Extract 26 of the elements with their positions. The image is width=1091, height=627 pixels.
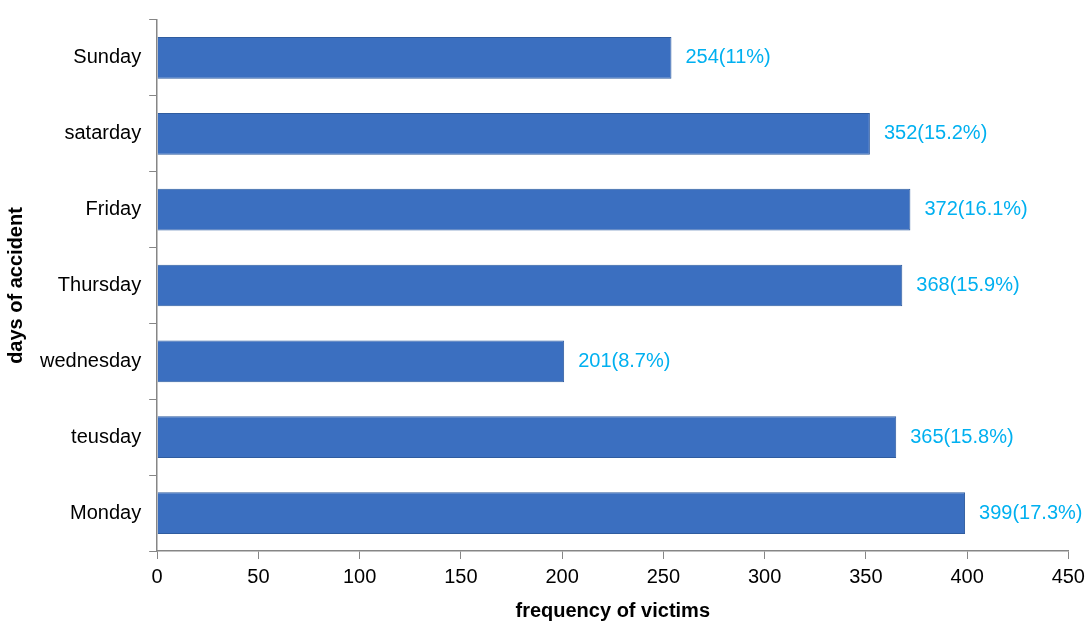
- x-tick-label: 100: [342, 564, 377, 587]
- data-label: 254(11%): [685, 45, 771, 68]
- x-tick-label: 150: [444, 564, 478, 587]
- data-label: 372(16.1%): [924, 197, 1028, 220]
- data-label: 368(15.9%): [916, 273, 1020, 296]
- x-tick-label: 400: [950, 564, 984, 587]
- y-axis-title: days of accident: [3, 206, 26, 364]
- y-tick-label: Sunday: [73, 45, 142, 68]
- y-tick-label: Monday: [70, 500, 142, 523]
- x-tick-label: 300: [747, 564, 782, 587]
- data-label: 201(8.7%): [578, 348, 671, 371]
- x-tick-label: 50: [247, 564, 270, 587]
- y-tick-label: Thursday: [57, 273, 142, 296]
- y-tick-label: satarday: [64, 121, 142, 144]
- x-tick-label: 450: [1051, 564, 1085, 587]
- x-tick-label: 250: [646, 564, 681, 587]
- y-tick-label: teusday: [71, 424, 142, 447]
- y-tick-label: wednesday: [38, 348, 142, 371]
- data-label: 352(15.2%): [883, 121, 988, 144]
- x-tick-label: 0: [151, 564, 163, 587]
- data-label: 399(17.3%): [979, 500, 1083, 523]
- x-tick-label: 350: [849, 564, 883, 587]
- x-axis-title: frequency of victims: [515, 598, 711, 621]
- x-tick-label: 200: [545, 564, 579, 587]
- data-label: 365(15.8%): [910, 424, 1014, 447]
- y-tick-label: Friday: [85, 197, 142, 220]
